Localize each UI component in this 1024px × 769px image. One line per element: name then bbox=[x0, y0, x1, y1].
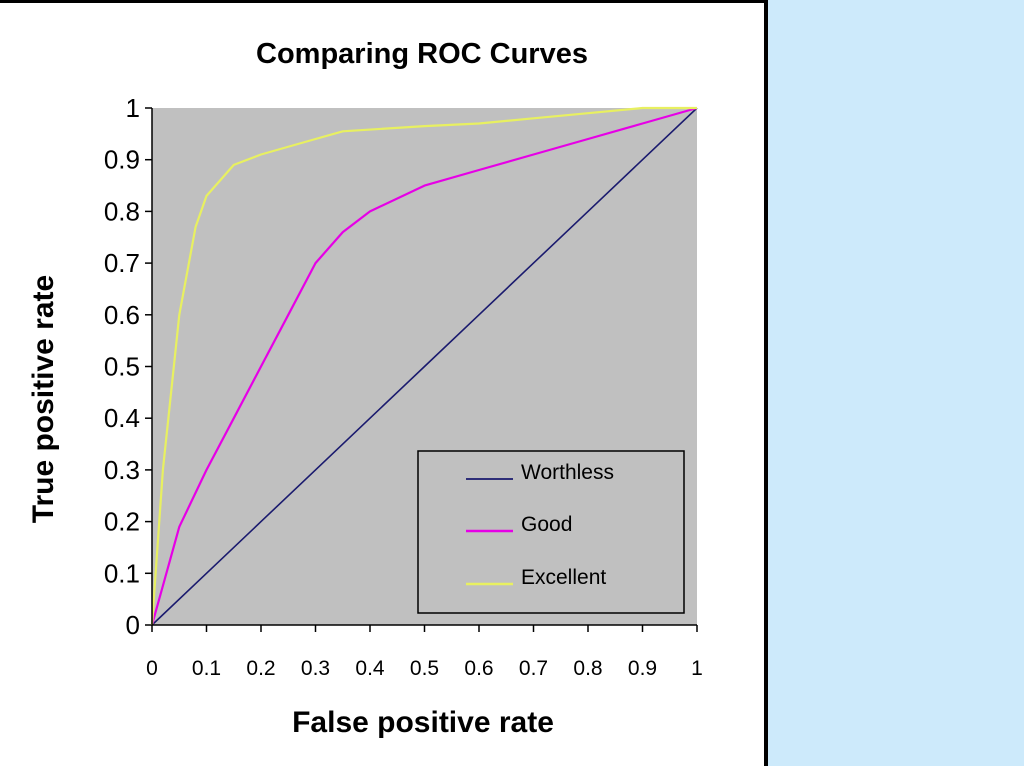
chart-title: Comparing ROC Curves bbox=[256, 38, 588, 70]
x-tick-label: 0.5 bbox=[410, 657, 439, 680]
x-tick-label: 0.6 bbox=[464, 657, 493, 680]
y-tick-label: 0.1 bbox=[104, 558, 140, 588]
side-panel bbox=[768, 0, 1024, 766]
legend: Worthless Good Excellent bbox=[417, 450, 685, 614]
x-tick-label: 0.9 bbox=[628, 657, 657, 680]
legend-label-good: Good bbox=[521, 513, 572, 536]
y-tick-label: 0.4 bbox=[104, 403, 140, 433]
x-axis-title: False positive rate bbox=[292, 706, 554, 739]
series-line-good bbox=[150, 106, 698, 626]
x-tick-label: 0.2 bbox=[246, 657, 275, 680]
y-tick-label: 0 bbox=[126, 610, 140, 640]
y-tick-label: 0.3 bbox=[104, 455, 140, 485]
x-tick-label: 0.8 bbox=[573, 657, 602, 680]
y-tick-label: 0.6 bbox=[104, 300, 140, 330]
series-line-excellent bbox=[150, 106, 697, 626]
x-tick-label: 0.4 bbox=[355, 657, 385, 680]
series-lines bbox=[150, 106, 698, 626]
y-tick-label: 1 bbox=[126, 93, 140, 123]
legend-box bbox=[417, 450, 685, 614]
chart-frame: Comparing ROC Curves 0 0.1 0.2 0.3 0.4 0.5 0.6… bbox=[0, 0, 768, 766]
x-tick-label: 0.1 bbox=[192, 657, 221, 680]
legend-label-worthless: Worthless bbox=[521, 461, 614, 484]
series-line-worthless bbox=[151, 107, 698, 626]
y-tick-label: 0.5 bbox=[104, 352, 140, 382]
y-tick-label: 0.8 bbox=[104, 196, 140, 226]
x-tick-label: 0.7 bbox=[519, 657, 548, 680]
y-tick-label: 0.7 bbox=[104, 248, 140, 278]
y-tick-label: 0.9 bbox=[104, 145, 140, 175]
y-axis-ticks: 0 0.1 0.2 0.3 0.4 0.5 0.6 0.7 0.8 0.9 1 bbox=[104, 93, 152, 640]
x-tick-label: 1 bbox=[691, 657, 703, 680]
x-axis-ticks: 0 0.1 0.2 0.3 0.4 0.5 0.6 0.7 0.8 0.9 1 bbox=[146, 625, 703, 680]
roc-chart: Comparing ROC Curves 0 0.1 0.2 0.3 0.4 0.5 0.6… bbox=[27, 38, 703, 739]
y-axis-title: True positive rate bbox=[27, 275, 60, 523]
x-tick-label: 0.3 bbox=[301, 657, 330, 680]
y-tick-label: 0.2 bbox=[104, 507, 140, 537]
legend-label-excellent: Excellent bbox=[521, 566, 606, 589]
x-tick-label: 0 bbox=[146, 657, 158, 680]
